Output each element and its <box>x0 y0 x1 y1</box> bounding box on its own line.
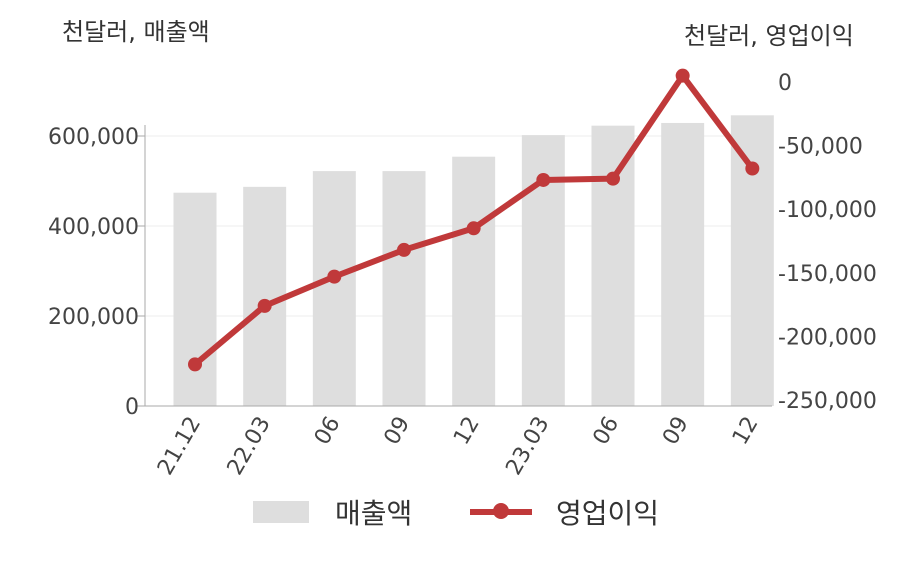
legend-bar-label: 매출액 <box>335 497 413 530</box>
y-left-tick-label-2: 400,000 <box>48 215 139 240</box>
x-tick-label-8: 12 <box>728 413 764 450</box>
y-right-tick-label-2: -100,000 <box>778 198 877 223</box>
bar-4 <box>452 156 496 406</box>
line-point-6 <box>606 171 620 186</box>
legend-line-label: 영업이익 <box>556 497 660 530</box>
y-left-tick-label-3: 600,000 <box>48 125 139 150</box>
x-tick-label-2: 06 <box>310 413 346 450</box>
line-point-2 <box>327 269 342 284</box>
legend-line-swatch <box>470 501 532 523</box>
y-left-tick-label-1: 200,000 <box>48 305 139 330</box>
legend-line-entry: 영업이익 <box>470 492 659 532</box>
x-tick-label-0: 21.12 <box>153 413 206 480</box>
bar-8 <box>730 115 774 407</box>
line-point-5 <box>536 172 551 187</box>
line-point-8 <box>745 161 760 176</box>
y-right-tick-label-0: 0 <box>778 71 792 96</box>
y-left-tick-label-0: 0 <box>125 395 139 420</box>
bar-0 <box>173 192 217 406</box>
y-right-tick-label-3: -150,000 <box>778 262 877 287</box>
x-tick-label-6: 06 <box>589 413 625 450</box>
bar-7 <box>661 122 705 406</box>
right-axis-unit-label: 천달러, 영업이익 <box>684 22 854 50</box>
x-tick-label-5: 23.03 <box>501 413 554 480</box>
left-axis-unit-label: 천달러, 매출액 <box>62 18 210 46</box>
line-point-1 <box>257 298 272 313</box>
legend-bar-swatch <box>253 501 309 523</box>
x-tick-label-1: 22.03 <box>223 413 276 480</box>
bar-6 <box>591 125 635 407</box>
line-point-0 <box>188 357 202 372</box>
y-right-tick-label-5: -250,000 <box>778 389 877 414</box>
bar-2 <box>312 171 356 406</box>
line-point-7 <box>675 68 690 83</box>
x-tick-label-4: 12 <box>449 413 485 450</box>
line-point-3 <box>397 242 411 257</box>
x-tick-label-3: 09 <box>380 413 416 450</box>
y-right-tick-label-4: -200,000 <box>778 325 877 350</box>
bar-3 <box>382 171 426 406</box>
line-point-4 <box>466 221 481 236</box>
y-right-tick-label-1: -50,000 <box>778 135 863 160</box>
x-tick-label-7: 09 <box>658 413 694 450</box>
legend-bar-entry: 매출액 <box>253 492 412 532</box>
bar-1 <box>243 186 287 406</box>
